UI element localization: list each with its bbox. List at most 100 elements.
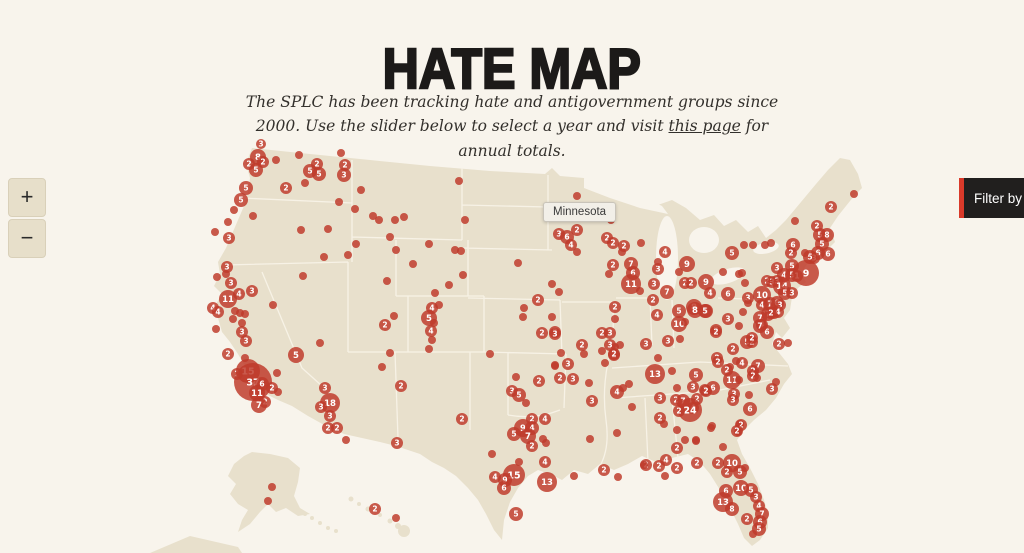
group-marker[interactable]	[520, 304, 528, 312]
group-marker[interactable]	[351, 205, 359, 213]
group-marker[interactable]	[425, 240, 433, 248]
cluster-marker[interactable]	[722, 313, 734, 325]
cluster-marker[interactable]	[785, 247, 797, 259]
group-marker[interactable]	[749, 530, 757, 538]
group-marker[interactable]	[451, 246, 459, 254]
group-marker[interactable]	[557, 349, 565, 357]
cluster-marker[interactable]	[821, 247, 835, 261]
cluster-marker[interactable]	[234, 193, 248, 207]
group-marker[interactable]	[735, 270, 743, 278]
cluster-marker[interactable]	[727, 343, 739, 355]
group-marker[interactable]	[488, 450, 496, 458]
cluster-marker[interactable]	[526, 440, 538, 452]
group-marker[interactable]	[660, 420, 668, 428]
group-marker[interactable]	[274, 388, 282, 396]
group-marker[interactable]	[486, 350, 494, 358]
cluster-marker[interactable]	[743, 402, 757, 416]
group-marker[interactable]	[431, 289, 439, 297]
cluster-marker[interactable]	[610, 385, 624, 399]
cluster-marker[interactable]	[288, 347, 304, 363]
group-marker[interactable]	[767, 239, 775, 247]
group-marker[interactable]	[598, 347, 606, 355]
cluster-marker[interactable]	[567, 373, 579, 385]
group-marker[interactable]	[299, 272, 307, 280]
cluster-marker[interactable]	[660, 285, 674, 299]
group-marker[interactable]	[392, 514, 400, 522]
cluster-marker[interactable]	[659, 246, 671, 258]
cluster-marker[interactable]	[539, 456, 551, 468]
cluster-marker[interactable]	[539, 413, 551, 425]
cluster-marker[interactable]	[773, 338, 785, 350]
cluster-marker[interactable]	[725, 246, 739, 260]
cluster-marker[interactable]	[621, 274, 641, 294]
group-marker[interactable]	[586, 435, 594, 443]
cluster-marker[interactable]	[571, 224, 583, 236]
group-marker[interactable]	[352, 240, 360, 248]
cluster-marker[interactable]	[671, 442, 683, 454]
group-marker[interactable]	[316, 339, 324, 347]
group-marker[interactable]	[522, 399, 530, 407]
group-marker[interactable]	[445, 281, 453, 289]
group-marker[interactable]	[791, 217, 799, 225]
group-marker[interactable]	[735, 322, 743, 330]
cluster-marker[interactable]	[312, 167, 326, 181]
group-marker[interactable]	[249, 212, 257, 220]
group-marker[interactable]	[673, 384, 681, 392]
group-marker[interactable]	[625, 380, 633, 388]
cluster-marker[interactable]	[240, 335, 252, 347]
cluster-marker[interactable]	[221, 261, 233, 273]
group-marker[interactable]	[573, 248, 581, 256]
group-marker[interactable]	[668, 367, 676, 375]
cluster-marker[interactable]	[533, 375, 545, 387]
group-marker[interactable]	[229, 315, 237, 323]
cluster-marker[interactable]	[651, 309, 663, 321]
group-marker[interactable]	[213, 273, 221, 281]
cluster-marker[interactable]	[653, 460, 665, 472]
group-marker[interactable]	[555, 288, 563, 296]
cluster-marker[interactable]	[687, 381, 699, 393]
group-marker[interactable]	[573, 192, 581, 200]
cluster-marker[interactable]	[497, 481, 511, 495]
cluster-marker[interactable]	[598, 464, 610, 476]
group-marker[interactable]	[580, 350, 588, 358]
cluster-marker[interactable]	[586, 395, 598, 407]
cluster-marker[interactable]	[689, 368, 703, 382]
group-marker[interactable]	[681, 318, 689, 326]
cluster-marker[interactable]	[339, 159, 351, 171]
group-marker[interactable]	[386, 233, 394, 241]
group-marker[interactable]	[430, 319, 438, 327]
group-marker[interactable]	[675, 268, 683, 276]
cluster-marker[interactable]	[319, 382, 331, 394]
group-marker[interactable]	[335, 198, 343, 206]
group-marker[interactable]	[383, 277, 391, 285]
cluster-marker[interactable]	[723, 371, 741, 389]
cluster-marker[interactable]	[249, 163, 263, 177]
group-marker[interactable]	[673, 426, 681, 434]
group-marker[interactable]	[605, 270, 613, 278]
group-marker[interactable]	[548, 280, 556, 288]
cluster-marker[interactable]	[337, 168, 351, 182]
group-marker[interactable]	[801, 249, 809, 257]
cluster-marker[interactable]	[322, 422, 334, 434]
filter-by-button[interactable]: Filter by	[958, 178, 1024, 218]
cluster-marker[interactable]	[721, 466, 733, 478]
cluster-marker[interactable]	[640, 338, 652, 350]
cluster-marker[interactable]	[239, 181, 253, 195]
group-marker[interactable]	[337, 149, 345, 157]
cluster-marker[interactable]	[246, 285, 258, 297]
cluster-marker[interactable]	[509, 507, 523, 521]
group-marker[interactable]	[613, 429, 621, 437]
group-marker[interactable]	[661, 472, 669, 480]
cluster-marker[interactable]	[712, 356, 724, 368]
group-marker[interactable]	[514, 259, 522, 267]
group-marker[interactable]	[719, 443, 727, 451]
group-marker[interactable]	[740, 241, 748, 249]
cluster-marker[interactable]	[652, 263, 664, 275]
group-marker[interactable]	[739, 308, 747, 316]
group-marker[interactable]	[570, 472, 578, 480]
cluster-marker[interactable]	[554, 372, 566, 384]
zoom-out-button[interactable]: −	[8, 219, 46, 258]
group-marker[interactable]	[224, 218, 232, 226]
group-marker[interactable]	[551, 361, 559, 369]
group-marker[interactable]	[390, 312, 398, 320]
